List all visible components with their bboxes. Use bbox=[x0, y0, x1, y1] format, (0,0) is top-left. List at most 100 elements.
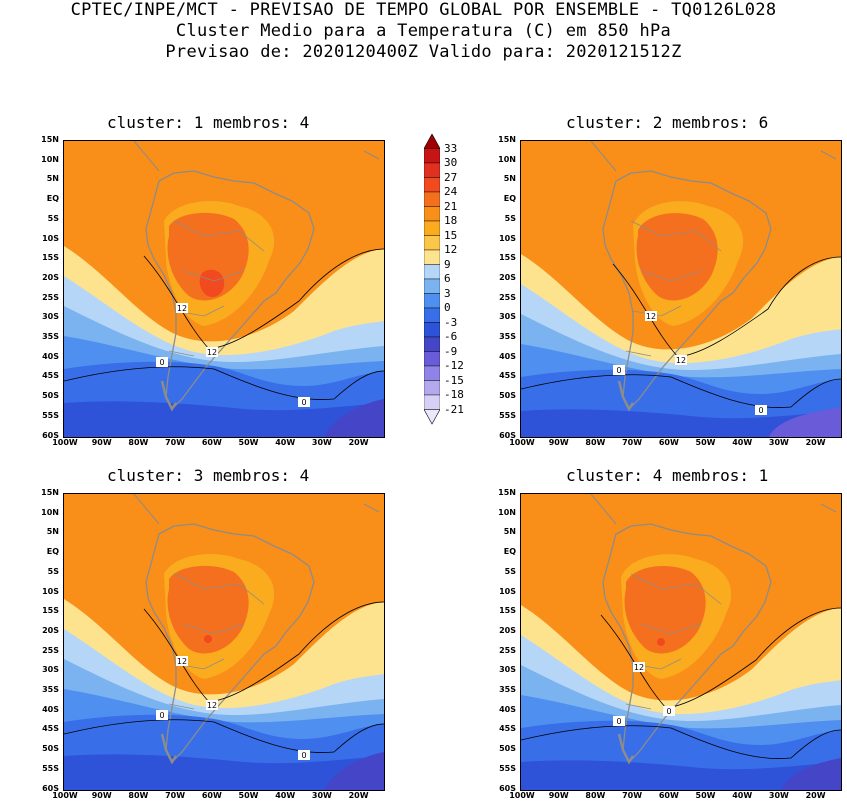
lat-tick-label: 5S bbox=[47, 566, 59, 576]
lat-tick-label: 5S bbox=[504, 213, 516, 223]
temperature-map-2: 12 12 0 0 bbox=[521, 141, 841, 437]
svg-text:12: 12 bbox=[207, 348, 217, 357]
lon-tick-label: 60W bbox=[201, 438, 222, 447]
colorbar-swatch bbox=[424, 235, 440, 251]
lat-tick-label: 35S bbox=[42, 685, 59, 694]
colorbar-label: 6 bbox=[444, 272, 451, 285]
lat-tick-label: 35S bbox=[499, 332, 516, 341]
lat-tick-label: 5N bbox=[46, 174, 59, 184]
svg-text:12: 12 bbox=[177, 657, 187, 666]
lat-tick-label: 30S bbox=[42, 312, 59, 322]
lat-tick-label: 25S bbox=[42, 645, 59, 655]
lat-tick-label: 10S bbox=[42, 233, 59, 243]
svg-text:0: 0 bbox=[758, 406, 763, 415]
lat-tick-label: 5S bbox=[47, 213, 59, 223]
lat-tick-label: 30S bbox=[499, 312, 516, 322]
lon-tick-label: 90W bbox=[548, 438, 569, 447]
panel-title-1: cluster: 1 membros: 4 bbox=[107, 113, 310, 132]
lat-tick-label: EQ bbox=[503, 194, 516, 204]
lat-tick-label: 5N bbox=[503, 174, 516, 184]
contour-label: 12 bbox=[675, 355, 687, 365]
lon-tick-label: 100W bbox=[52, 438, 78, 447]
lat-tick-label: 20S bbox=[499, 272, 516, 282]
lon-tick-label: 90W bbox=[91, 791, 112, 800]
colorbar-label: 30 bbox=[444, 156, 458, 169]
colorbar-label: -12 bbox=[444, 359, 464, 372]
lat-tick-label: 10S bbox=[499, 233, 516, 243]
lat-tick-label: 15N bbox=[41, 488, 59, 497]
temperature-map-1: 12 12 0 0 bbox=[64, 141, 384, 437]
lat-tick-label: 5S bbox=[504, 566, 516, 576]
lon-tick-label: 80W bbox=[585, 791, 606, 800]
colorbar-label: 0 bbox=[444, 301, 451, 314]
coastline bbox=[145, 523, 315, 764]
panel-title-3: cluster: 3 membros: 4 bbox=[107, 466, 310, 485]
lat-tick-label: 60S bbox=[499, 783, 516, 793]
lat-tick-label: 20S bbox=[42, 625, 59, 635]
colorbar-swatch bbox=[424, 278, 440, 294]
colorbar-swatch bbox=[424, 206, 440, 222]
title-line-3: Previsao de: 2020120400Z Valido para: 20… bbox=[165, 42, 682, 62]
lon-tick-label: 40W bbox=[275, 438, 296, 447]
colorbar-label: 33 bbox=[444, 141, 458, 155]
lat-tick-label: 10N bbox=[41, 507, 59, 517]
lat-tick-label: 55S bbox=[42, 763, 59, 773]
svg-text:0: 0 bbox=[159, 711, 164, 720]
colorbar-swatch bbox=[424, 191, 440, 207]
colorbar-swatch bbox=[424, 148, 440, 164]
colorbar-label: 18 bbox=[444, 214, 458, 227]
colorbar-label: 12 bbox=[444, 243, 458, 256]
lat-tick-label: 40S bbox=[42, 351, 59, 361]
colorbar-swatch bbox=[424, 177, 440, 193]
lat-tick-label: 50S bbox=[42, 744, 59, 754]
lat-tick-label: 20S bbox=[42, 272, 59, 282]
lat-tick-label: 15S bbox=[499, 253, 516, 263]
contour-label: 0 bbox=[156, 357, 168, 367]
lon-tick-label: 50W bbox=[238, 438, 259, 447]
lat-tick-label: 55S bbox=[42, 410, 59, 420]
lon-tick-label: 50W bbox=[238, 791, 259, 800]
lat-tick-label: 40S bbox=[499, 704, 516, 714]
svg-text:12: 12 bbox=[646, 312, 656, 321]
map-panel-4: 12 0 0 bbox=[520, 493, 842, 791]
contour-label: 12 bbox=[206, 700, 218, 710]
lat-tick-label: 15N bbox=[498, 135, 516, 144]
panel-title-4: cluster: 4 membros: 1 bbox=[566, 466, 769, 485]
lat-tick-label: 50S bbox=[499, 744, 516, 754]
lat-tick-label: 30S bbox=[499, 665, 516, 675]
svg-text:12: 12 bbox=[207, 701, 217, 710]
lat-tick-label: 35S bbox=[42, 332, 59, 341]
colorbar-swatch bbox=[424, 365, 440, 381]
lat-tick-label: 55S bbox=[499, 410, 516, 420]
lat-tick-label: 15S bbox=[42, 606, 59, 616]
svg-text:12: 12 bbox=[177, 304, 187, 313]
lat-tick-label: 15S bbox=[499, 606, 516, 616]
colorbar-label: -3 bbox=[444, 315, 458, 329]
lat-tick-label: 25S bbox=[499, 292, 516, 302]
colorbar-label: 21 bbox=[444, 199, 458, 213]
svg-text:0: 0 bbox=[616, 717, 621, 726]
svg-text:0: 0 bbox=[666, 707, 671, 716]
lat-tick-label: 25S bbox=[499, 645, 516, 655]
colorbar-label: 27 bbox=[444, 170, 458, 184]
lat-tick-label: 10S bbox=[42, 586, 59, 596]
lat-tick-label: 10N bbox=[498, 507, 516, 517]
lat-tick-label: 35S bbox=[499, 685, 516, 694]
lon-tick-label: 20W bbox=[348, 438, 369, 447]
colorbar-scale bbox=[424, 134, 440, 425]
lon-tick-label: 100W bbox=[509, 438, 535, 447]
lon-tick-label: 100W bbox=[509, 791, 535, 800]
lat-tick-label: EQ bbox=[46, 547, 59, 557]
lat-tick-label: 40S bbox=[499, 351, 516, 361]
lon-tick-label: 90W bbox=[548, 791, 569, 800]
lon-tick-label: 60W bbox=[201, 791, 222, 800]
lon-tick-label: 60W bbox=[658, 791, 679, 800]
lat-tick-label: EQ bbox=[46, 194, 59, 204]
lon-tick-label: 20W bbox=[348, 791, 369, 800]
lon-tick-label: 80W bbox=[128, 438, 149, 447]
colorbar: 33 30 27 24 21 18 15 12 9 6 3 0 -3 -6 -9 -12 -15 -18 -21 bbox=[424, 134, 484, 444]
lat-tick-label: 45S bbox=[42, 724, 59, 734]
lat-tick-label: 45S bbox=[42, 371, 59, 381]
lat-tick-label: 50S bbox=[42, 391, 59, 401]
lon-tick-label: 30W bbox=[311, 791, 332, 800]
